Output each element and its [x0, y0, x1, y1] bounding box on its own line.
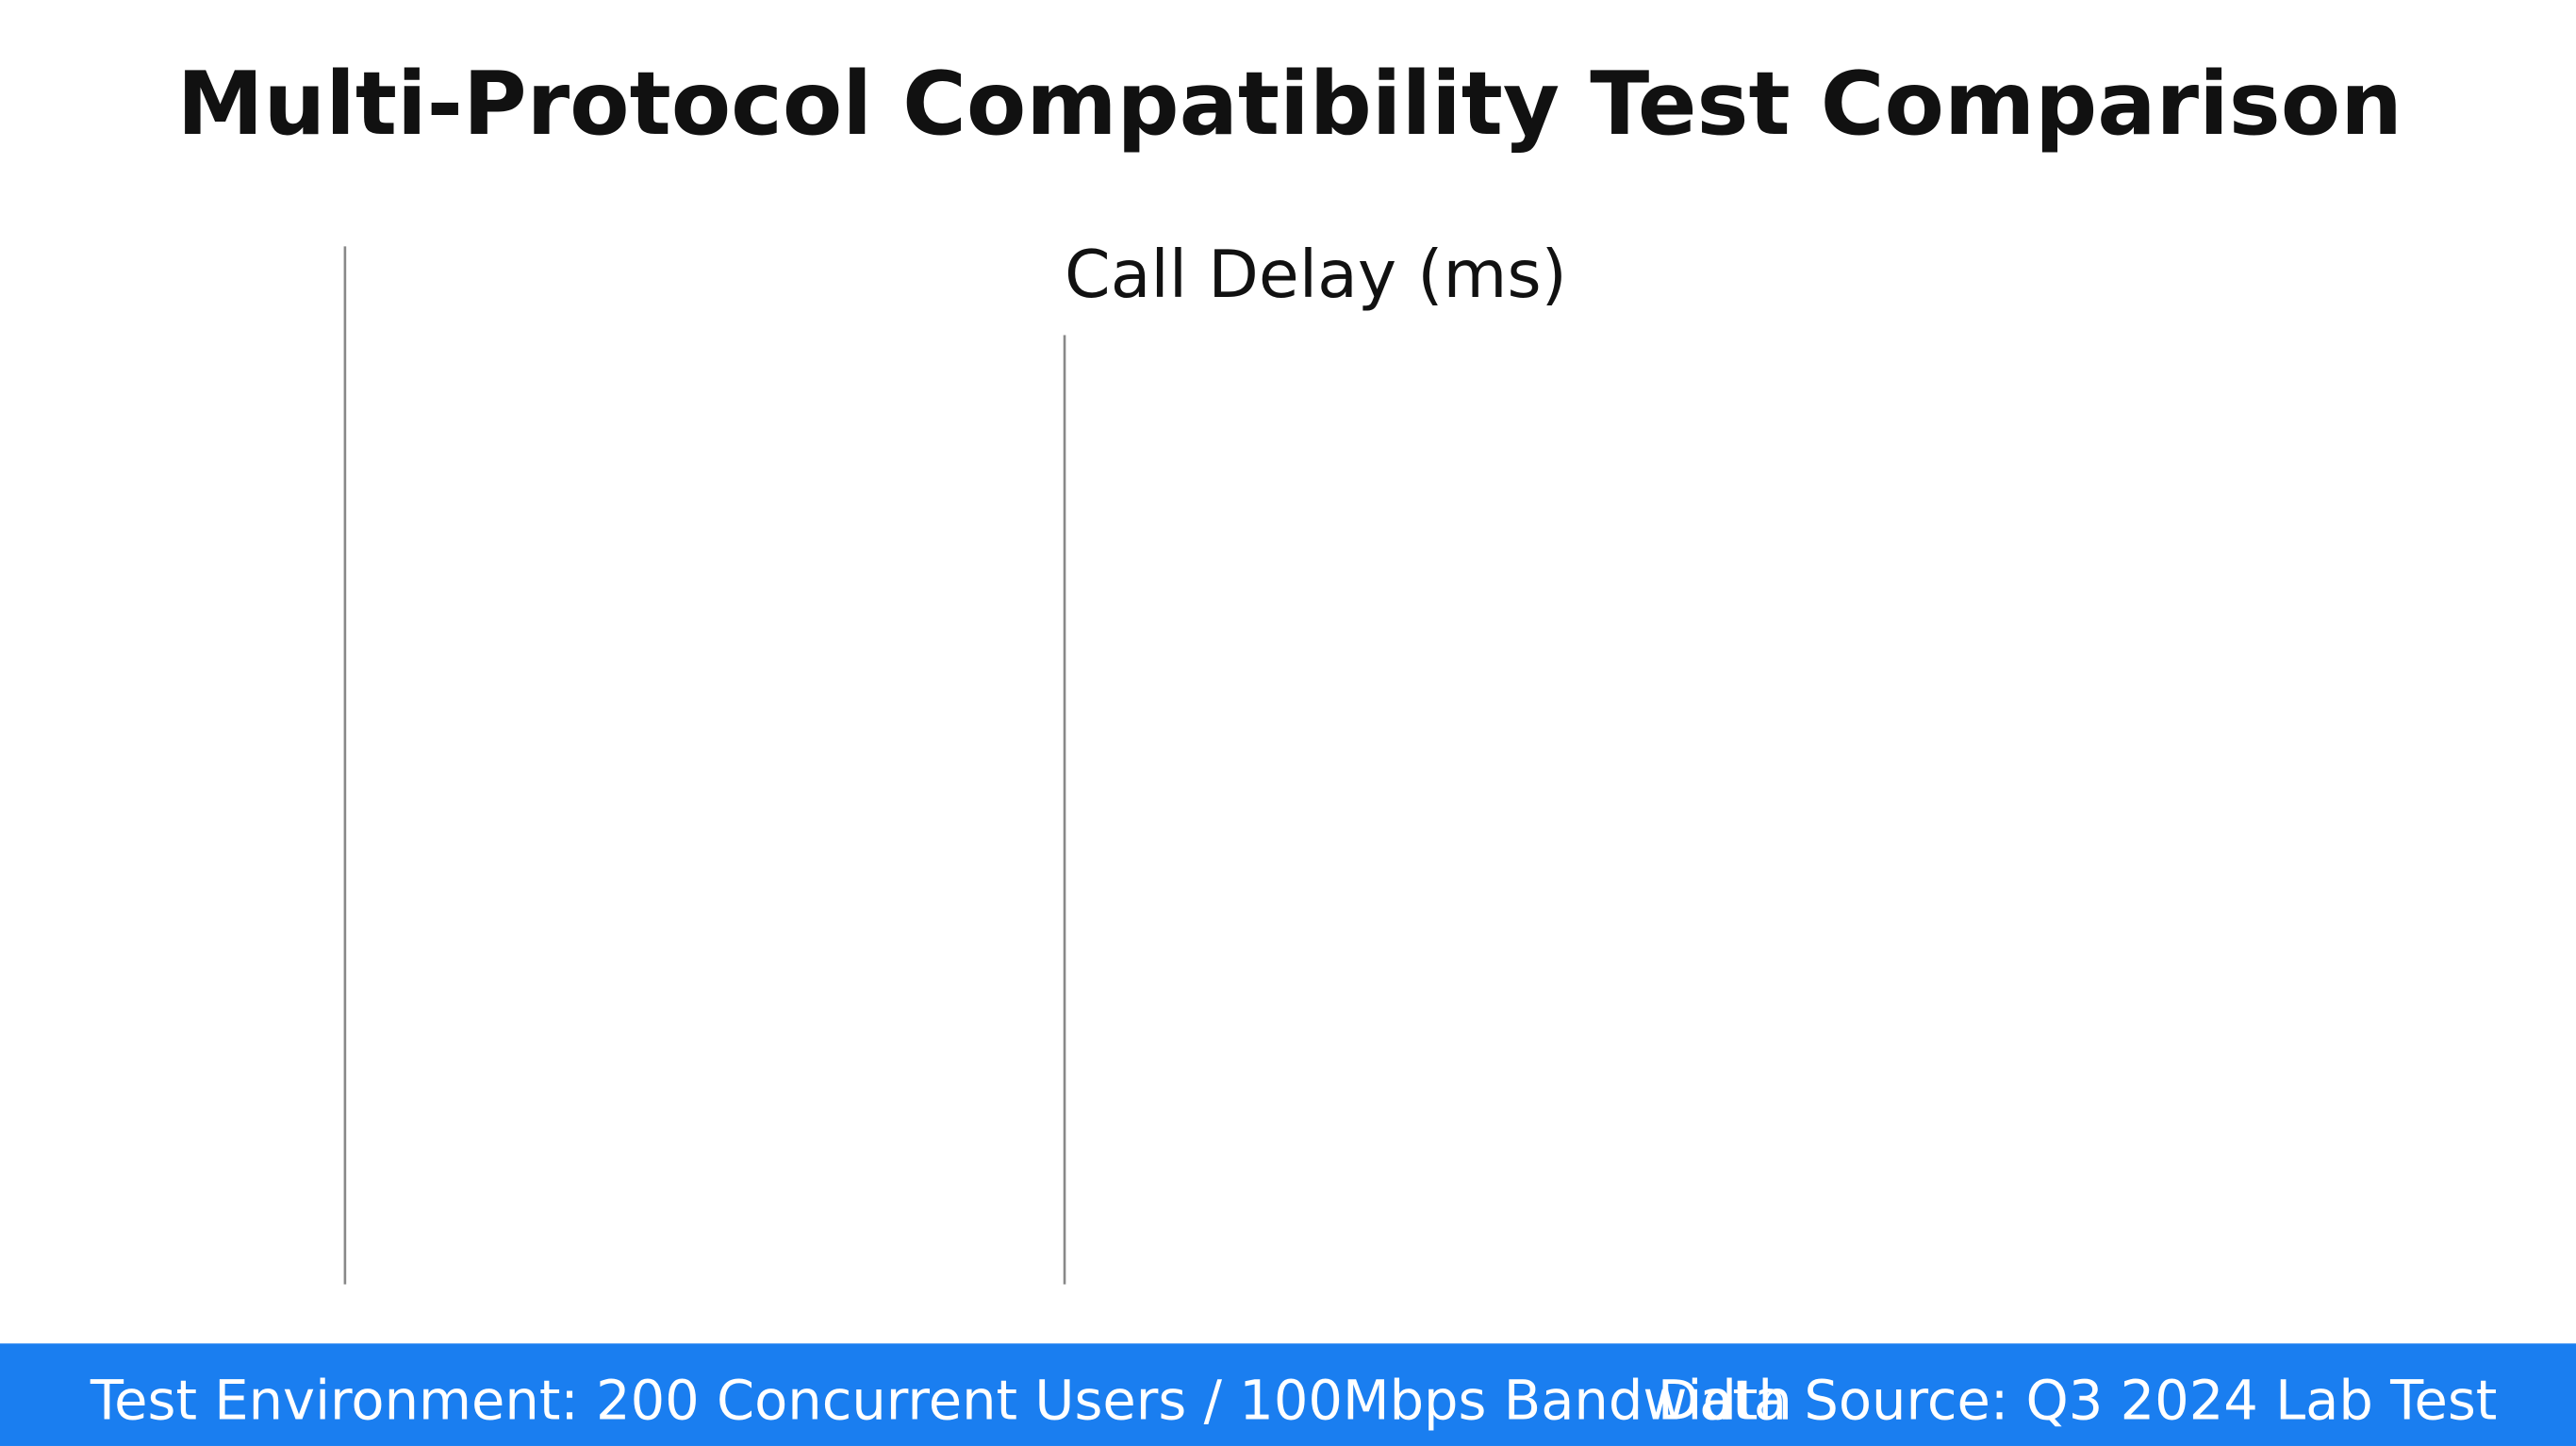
page-title: Multi-Protocol Compatibility Test Compar…	[177, 53, 2403, 155]
chart-title: Call Delay (ms)	[1065, 237, 1567, 313]
footer-source: Data Source: Q3 2024 Lab Test	[1658, 1369, 2497, 1432]
footer-band	[0, 1343, 2576, 1446]
footer-environment: Test Environment: 200 Concurrent Users /…	[90, 1369, 1792, 1432]
